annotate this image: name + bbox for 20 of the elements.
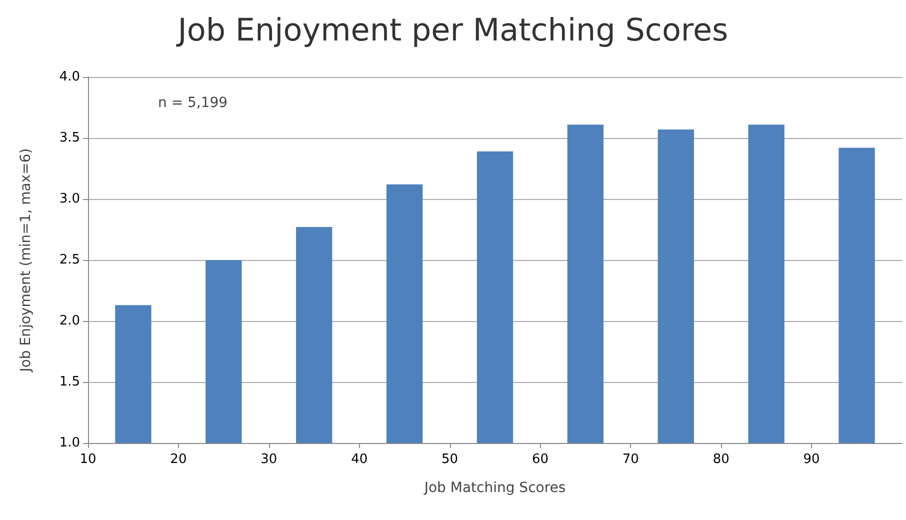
chart-title: Job Enjoyment per Matching Scores [176, 12, 728, 48]
y-tick-label: 3.5 [59, 130, 80, 146]
x-tick-label: 40 [351, 452, 368, 467]
y-tick-label: 2.0 [59, 314, 80, 328]
x-tick-label: 70 [622, 452, 639, 467]
x-tick-label: 60 [532, 452, 548, 467]
y-tick-label: 2.5 [59, 252, 80, 268]
y-axis-title: Job Enjoyment (min=1, max=6) [18, 148, 34, 373]
x-tick-label: 80 [712, 452, 730, 467]
annotation: n = 5,199 [158, 95, 228, 111]
y-tick-label: 4.0 [59, 70, 80, 84]
x-tick-label: 90 [803, 452, 820, 467]
x-tick-label: 30 [260, 452, 278, 467]
x-tick-label: 20 [170, 452, 187, 467]
y-tick-label: 3.0 [59, 192, 80, 206]
x-tick-label: 10 [80, 452, 96, 467]
x-tick-label: 50 [442, 452, 458, 467]
y-tick-label: 1.0 [59, 436, 80, 450]
x-axis-title: Job Matching Scores [423, 480, 566, 496]
y-tick-label: 1.5 [59, 374, 80, 390]
